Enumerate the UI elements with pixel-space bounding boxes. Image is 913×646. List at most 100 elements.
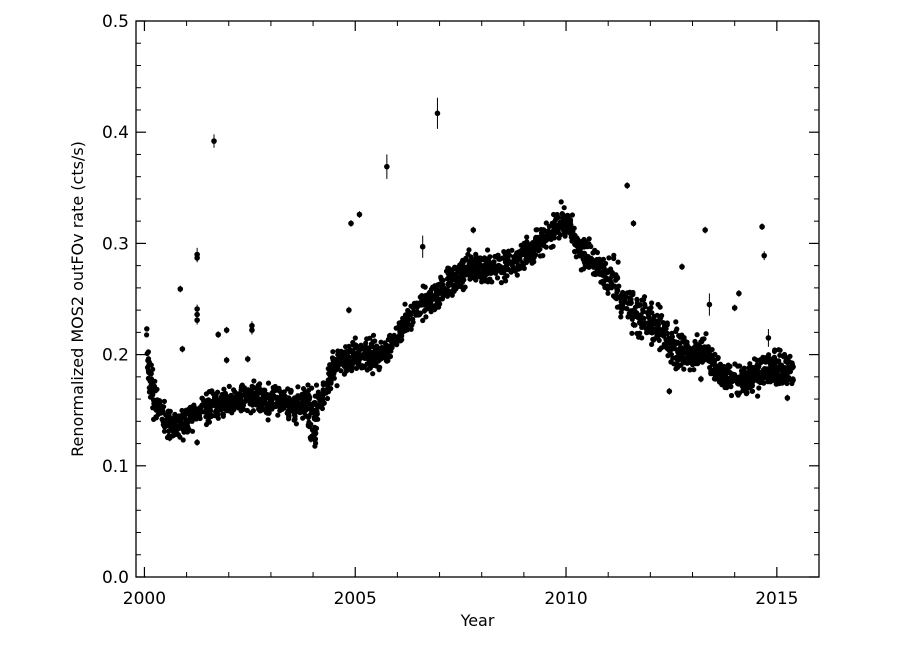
data-point [774, 378, 780, 384]
data-point [604, 269, 611, 275]
data-point [206, 419, 212, 425]
y-tick-label: 0.4 [102, 123, 129, 143]
data-point [680, 360, 686, 366]
data-point [761, 380, 767, 386]
data-point [487, 254, 493, 260]
data-point [295, 384, 301, 390]
data-point [630, 289, 636, 296]
data-point [496, 267, 502, 274]
data-point [760, 367, 767, 373]
data-point [640, 308, 646, 315]
data-point [732, 361, 738, 367]
data-point [251, 378, 257, 384]
y-axis-title: Renormalized MOS2 outFOv rate (cts/s) [68, 141, 87, 457]
data-point [712, 362, 718, 368]
data-point [726, 381, 732, 387]
data-point [477, 270, 483, 276]
data-point [199, 395, 205, 401]
data-point [467, 266, 473, 272]
data-point [678, 353, 684, 359]
data-point [561, 205, 567, 211]
data-point [390, 337, 396, 343]
data-point [440, 293, 446, 299]
data-point [512, 267, 518, 273]
data-point [777, 347, 783, 353]
data-point [648, 305, 654, 311]
data-point [524, 239, 530, 245]
data-point [483, 261, 489, 267]
error-bars [166, 97, 791, 446]
data-point [534, 227, 540, 233]
data-point [691, 367, 697, 373]
data-point [674, 326, 680, 332]
data-point [505, 267, 511, 273]
data-point [335, 359, 341, 365]
data-point [669, 330, 675, 336]
data-point [724, 377, 730, 383]
data-point [429, 296, 435, 302]
data-point [636, 313, 642, 319]
data-point [305, 387, 312, 394]
outlier-point [244, 356, 251, 362]
data-point [302, 404, 308, 410]
data-point [550, 243, 556, 249]
data-point [519, 262, 525, 268]
data-point [597, 271, 603, 277]
data-point [244, 407, 250, 414]
outlier-point [698, 376, 704, 382]
data-point [145, 349, 151, 355]
data-point [498, 280, 504, 286]
data-point [565, 213, 572, 219]
data-point [503, 278, 509, 284]
data-point [524, 234, 530, 240]
data-point [540, 241, 546, 247]
data-point [569, 227, 576, 233]
data-point [445, 275, 451, 282]
data-point [702, 353, 708, 359]
data-point [641, 294, 648, 300]
y-tick-label: 0.5 [102, 12, 129, 32]
data-point [243, 393, 250, 399]
data-point [691, 350, 697, 356]
outlier-point [761, 252, 767, 259]
data-point [754, 362, 761, 368]
data-point [715, 375, 722, 381]
data-point [711, 376, 718, 382]
data-point [364, 367, 370, 373]
data-point [549, 230, 555, 236]
data-point [535, 241, 541, 247]
data-point [435, 282, 442, 288]
outlier-point [666, 388, 673, 395]
y-tick-label: 0.0 [102, 568, 129, 588]
data-point [707, 351, 713, 357]
x-axis-title: Year [460, 611, 495, 630]
data-point [352, 335, 358, 341]
data-point [445, 265, 451, 271]
data-point [747, 382, 753, 388]
data-point [538, 230, 545, 236]
data-point [148, 371, 154, 377]
data-point [268, 391, 274, 398]
data-point [286, 412, 292, 418]
data-point [747, 361, 753, 367]
data-point [727, 370, 734, 376]
data-point [658, 315, 664, 321]
data-point [294, 396, 300, 402]
data-point [400, 324, 406, 330]
data-point [577, 250, 583, 256]
data-point [650, 326, 656, 332]
data-point [681, 366, 687, 372]
data-point [524, 251, 530, 258]
data-point [257, 408, 263, 414]
data-point [705, 358, 712, 364]
data-point [187, 416, 193, 422]
data-point [359, 346, 365, 352]
data-point [378, 339, 384, 345]
data-point [308, 421, 314, 427]
data-point [789, 360, 795, 366]
data-point [657, 304, 663, 310]
outlier-point [194, 317, 200, 323]
data-point [146, 376, 152, 382]
data-point [265, 417, 271, 423]
